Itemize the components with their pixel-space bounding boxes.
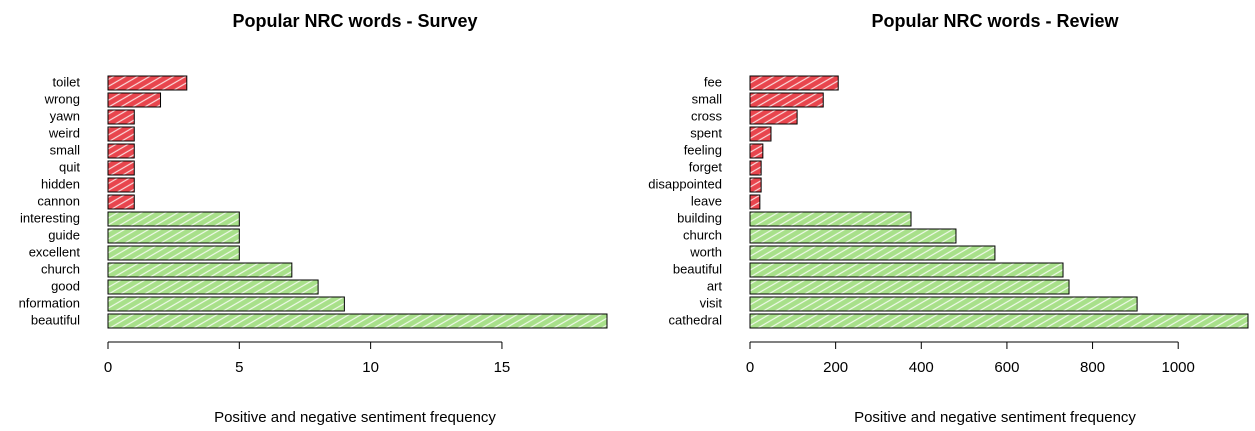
chart-title: Popular NRC words - Review bbox=[871, 11, 1119, 31]
x-tick-label: 200 bbox=[823, 359, 848, 376]
bar bbox=[749, 92, 824, 108]
bar bbox=[107, 279, 319, 295]
bar bbox=[749, 143, 764, 159]
bar bbox=[107, 92, 162, 108]
bar bbox=[749, 75, 839, 91]
category-label: good bbox=[51, 278, 80, 293]
category-label: small bbox=[50, 142, 80, 157]
category-label: spent bbox=[690, 125, 722, 140]
category-label: quit bbox=[59, 159, 80, 174]
category-label: toilet bbox=[53, 74, 81, 89]
category-label: interesting bbox=[20, 210, 80, 225]
category-label: worth bbox=[689, 244, 722, 259]
bar bbox=[107, 245, 240, 261]
x-axis-label: Positive and negative sentiment frequenc… bbox=[214, 409, 496, 426]
category-label: leave bbox=[691, 193, 722, 208]
category-label: excellent bbox=[29, 244, 81, 259]
x-tick-label: 15 bbox=[494, 359, 511, 376]
bar bbox=[749, 228, 957, 244]
category-label: weird bbox=[48, 125, 80, 140]
bar bbox=[749, 194, 761, 210]
category-label: fee bbox=[704, 74, 722, 89]
category-label: hidden bbox=[41, 176, 80, 191]
x-tick-label: 5 bbox=[235, 359, 243, 376]
bar bbox=[749, 279, 1070, 295]
category-label: nformation bbox=[19, 295, 80, 310]
category-label: beautiful bbox=[31, 312, 80, 327]
bar bbox=[107, 177, 135, 193]
bar bbox=[107, 75, 188, 91]
bar bbox=[749, 245, 996, 261]
category-label: church bbox=[683, 227, 722, 242]
bar bbox=[107, 313, 608, 329]
category-label: cannon bbox=[37, 193, 80, 208]
bar bbox=[107, 143, 135, 159]
bar bbox=[107, 262, 293, 278]
bar bbox=[749, 211, 912, 227]
category-label: beautiful bbox=[673, 261, 722, 276]
bar bbox=[749, 160, 762, 176]
category-label: guide bbox=[48, 227, 80, 242]
bar bbox=[749, 177, 762, 193]
category-label: church bbox=[41, 261, 80, 276]
category-label: wrong bbox=[44, 91, 80, 106]
bar bbox=[107, 194, 135, 210]
bar bbox=[107, 126, 135, 142]
x-tick-label: 0 bbox=[104, 359, 112, 376]
category-label: art bbox=[707, 278, 723, 293]
bar bbox=[107, 228, 240, 244]
x-tick-label: 400 bbox=[909, 359, 934, 376]
category-label: disappointed bbox=[648, 176, 722, 191]
x-tick-label: 0 bbox=[746, 359, 754, 376]
x-tick-label: 1000 bbox=[1162, 359, 1195, 376]
category-label: visit bbox=[700, 295, 723, 310]
category-label: feeling bbox=[684, 142, 722, 157]
bar bbox=[749, 109, 798, 125]
x-tick-label: 800 bbox=[1080, 359, 1105, 376]
chart-title: Popular NRC words - Survey bbox=[232, 11, 477, 31]
category-label: cross bbox=[691, 108, 723, 123]
bar bbox=[107, 109, 135, 125]
category-label: forget bbox=[689, 159, 723, 174]
x-axis-label: Positive and negative sentiment frequenc… bbox=[854, 409, 1136, 426]
bar bbox=[107, 160, 135, 176]
category-label: small bbox=[692, 91, 722, 106]
bar bbox=[749, 262, 1064, 278]
category-label: cathedral bbox=[669, 312, 723, 327]
category-label: yawn bbox=[50, 108, 80, 123]
x-tick-label: 10 bbox=[362, 359, 379, 376]
x-tick-label: 600 bbox=[994, 359, 1019, 376]
bar bbox=[107, 211, 240, 227]
category-label: building bbox=[677, 210, 722, 225]
bar bbox=[749, 313, 1249, 329]
bar bbox=[749, 296, 1138, 312]
bar bbox=[107, 296, 345, 312]
bar bbox=[749, 126, 772, 142]
